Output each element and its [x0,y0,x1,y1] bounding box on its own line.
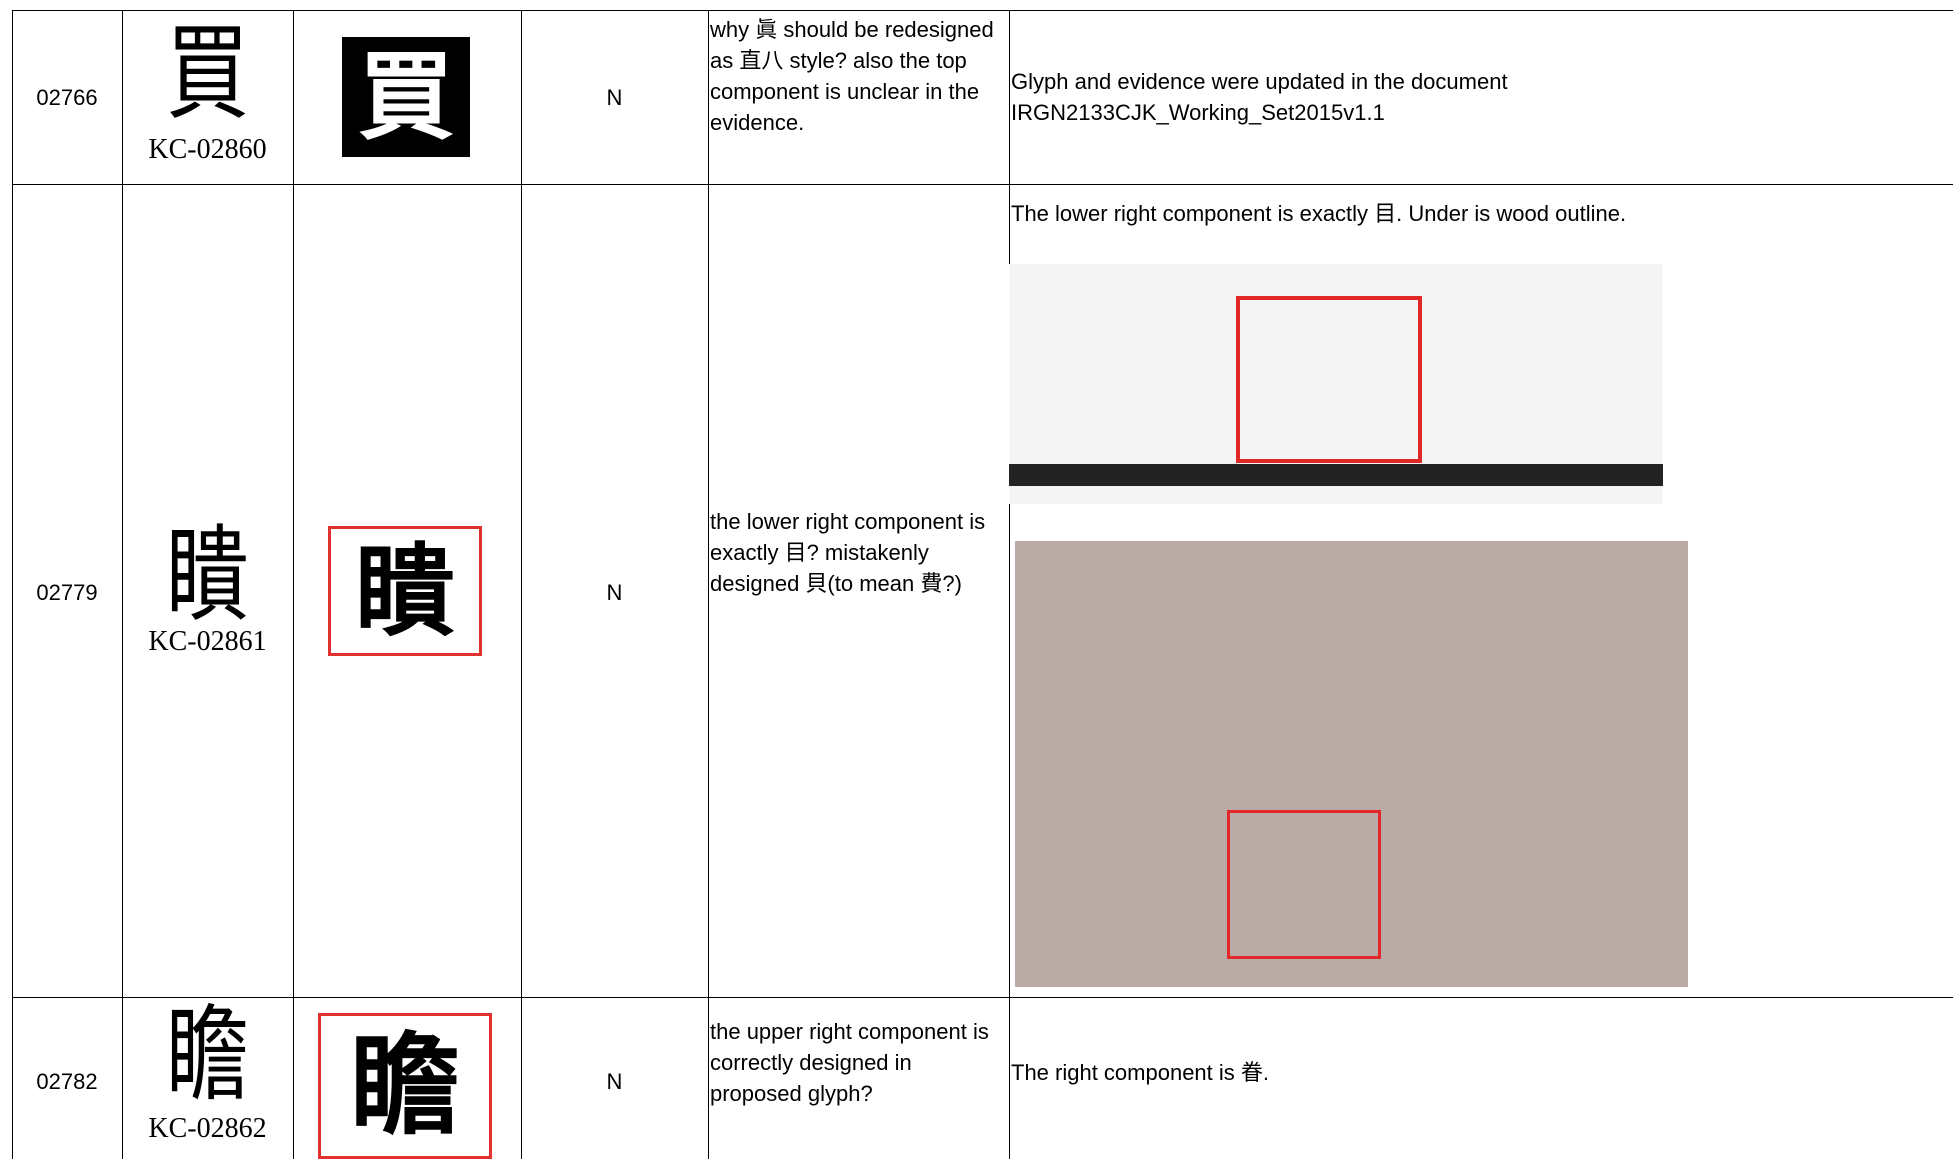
comment: the lower right component is exactly 目? … [710,509,986,596]
source-label: KC-02861 [148,626,267,657]
source-label: KC-02860 [148,134,267,165]
status: N [606,580,623,605]
rule [708,10,709,1159]
comment: the upper right component is correctly d… [710,1019,989,1106]
comment: why 眞 should be redesigned as 直八 style? … [710,17,994,135]
source-label: KC-02862 [148,1113,267,1144]
row-id: 02766 [36,85,98,110]
glyph: 瞻 [165,994,250,1116]
response: The lower right component is exactly 目. … [1011,201,1627,226]
evidence-photo [1015,541,1688,987]
rule [293,10,294,1159]
evidence-image: 瞶 [328,526,482,656]
row-id: 02779 [36,580,98,605]
evidence-image: 買 [342,37,470,157]
response: Glyph and evidence were updated in the d… [1011,69,1508,125]
glyph: 買 [165,12,250,134]
rule [122,10,123,1159]
response: The right component is 眷. [1011,1060,1270,1085]
row-id: 02782 [36,1069,98,1094]
rule [1009,10,1010,1159]
rule [12,184,1953,185]
evidence-image: 瞻 [318,1013,492,1159]
rule [521,10,522,1159]
evidence-scan [1009,264,1663,504]
status: N [606,85,623,110]
status: N [606,1069,623,1094]
rule [12,10,1953,11]
rule [12,997,1953,998]
glyph: 瞶 [165,514,250,636]
rule [12,10,13,1159]
